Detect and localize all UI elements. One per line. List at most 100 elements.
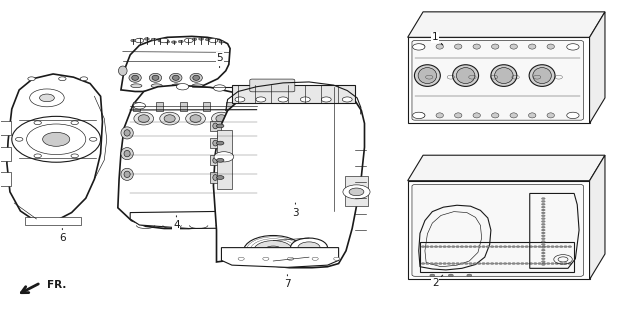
Circle shape <box>138 38 143 41</box>
Circle shape <box>486 263 489 265</box>
Circle shape <box>214 152 234 162</box>
Circle shape <box>216 176 224 180</box>
Circle shape <box>503 246 507 248</box>
Bar <box>408 37 590 123</box>
Circle shape <box>555 246 559 248</box>
Circle shape <box>541 223 545 225</box>
Circle shape <box>541 220 545 222</box>
Text: 5: 5 <box>216 53 223 68</box>
Circle shape <box>426 246 430 248</box>
Circle shape <box>464 246 468 248</box>
Circle shape <box>512 263 515 265</box>
Circle shape <box>551 246 554 248</box>
Circle shape <box>503 263 507 265</box>
Ellipse shape <box>134 112 154 125</box>
Circle shape <box>467 274 472 276</box>
Ellipse shape <box>211 112 231 125</box>
Circle shape <box>421 246 425 248</box>
Circle shape <box>216 124 224 128</box>
Circle shape <box>287 257 294 260</box>
Ellipse shape <box>213 140 218 146</box>
Circle shape <box>256 97 266 102</box>
Ellipse shape <box>213 157 218 163</box>
Circle shape <box>342 97 352 102</box>
Circle shape <box>213 189 222 194</box>
Circle shape <box>494 263 498 265</box>
Circle shape <box>486 246 489 248</box>
Circle shape <box>481 263 485 265</box>
Circle shape <box>541 249 545 251</box>
Ellipse shape <box>533 68 551 84</box>
Ellipse shape <box>132 75 138 80</box>
Text: 1: 1 <box>432 32 442 45</box>
Ellipse shape <box>172 84 182 88</box>
Polygon shape <box>121 36 230 92</box>
Bar <box>179 102 187 111</box>
Circle shape <box>541 252 545 254</box>
Ellipse shape <box>547 113 554 118</box>
Text: 3: 3 <box>292 203 298 218</box>
Circle shape <box>434 263 438 265</box>
Ellipse shape <box>193 75 200 80</box>
Circle shape <box>507 246 511 248</box>
Circle shape <box>507 263 511 265</box>
Circle shape <box>541 197 545 199</box>
Ellipse shape <box>510 113 517 118</box>
Circle shape <box>413 44 425 50</box>
Ellipse shape <box>119 66 127 76</box>
Circle shape <box>243 236 303 266</box>
Ellipse shape <box>216 115 227 123</box>
Ellipse shape <box>124 150 130 157</box>
Ellipse shape <box>170 73 182 82</box>
Circle shape <box>430 246 434 248</box>
Ellipse shape <box>151 84 163 88</box>
Polygon shape <box>408 12 605 37</box>
Bar <box>232 85 355 103</box>
Circle shape <box>542 263 546 265</box>
Circle shape <box>151 38 156 41</box>
Ellipse shape <box>418 113 425 118</box>
Polygon shape <box>590 155 605 279</box>
Ellipse shape <box>491 113 499 118</box>
Bar <box>216 130 232 189</box>
Polygon shape <box>130 211 252 228</box>
Circle shape <box>516 263 520 265</box>
Ellipse shape <box>185 112 205 125</box>
Circle shape <box>499 263 502 265</box>
Circle shape <box>541 235 545 237</box>
Circle shape <box>195 174 204 178</box>
Ellipse shape <box>150 73 162 82</box>
Circle shape <box>240 88 248 93</box>
Circle shape <box>529 246 533 248</box>
Circle shape <box>253 241 293 261</box>
Circle shape <box>564 246 567 248</box>
Circle shape <box>209 38 218 43</box>
Text: 2: 2 <box>432 275 442 288</box>
Bar <box>210 138 221 148</box>
Circle shape <box>413 112 425 119</box>
Ellipse shape <box>415 65 441 86</box>
Circle shape <box>216 141 224 145</box>
Circle shape <box>434 246 438 248</box>
Circle shape <box>198 38 203 40</box>
Text: FR.: FR. <box>47 280 66 290</box>
Circle shape <box>131 39 136 42</box>
Circle shape <box>40 94 54 102</box>
Text: 6: 6 <box>59 228 66 243</box>
Circle shape <box>212 40 217 42</box>
Circle shape <box>567 112 579 119</box>
Ellipse shape <box>124 130 130 136</box>
Circle shape <box>439 263 442 265</box>
Circle shape <box>28 77 35 81</box>
Ellipse shape <box>436 113 444 118</box>
Circle shape <box>455 263 459 265</box>
Circle shape <box>205 38 210 41</box>
Circle shape <box>178 40 183 43</box>
Circle shape <box>460 263 464 265</box>
Circle shape <box>490 263 494 265</box>
Circle shape <box>184 38 193 43</box>
Circle shape <box>268 182 276 186</box>
Circle shape <box>568 246 572 248</box>
Polygon shape <box>7 74 103 222</box>
Circle shape <box>321 97 331 102</box>
